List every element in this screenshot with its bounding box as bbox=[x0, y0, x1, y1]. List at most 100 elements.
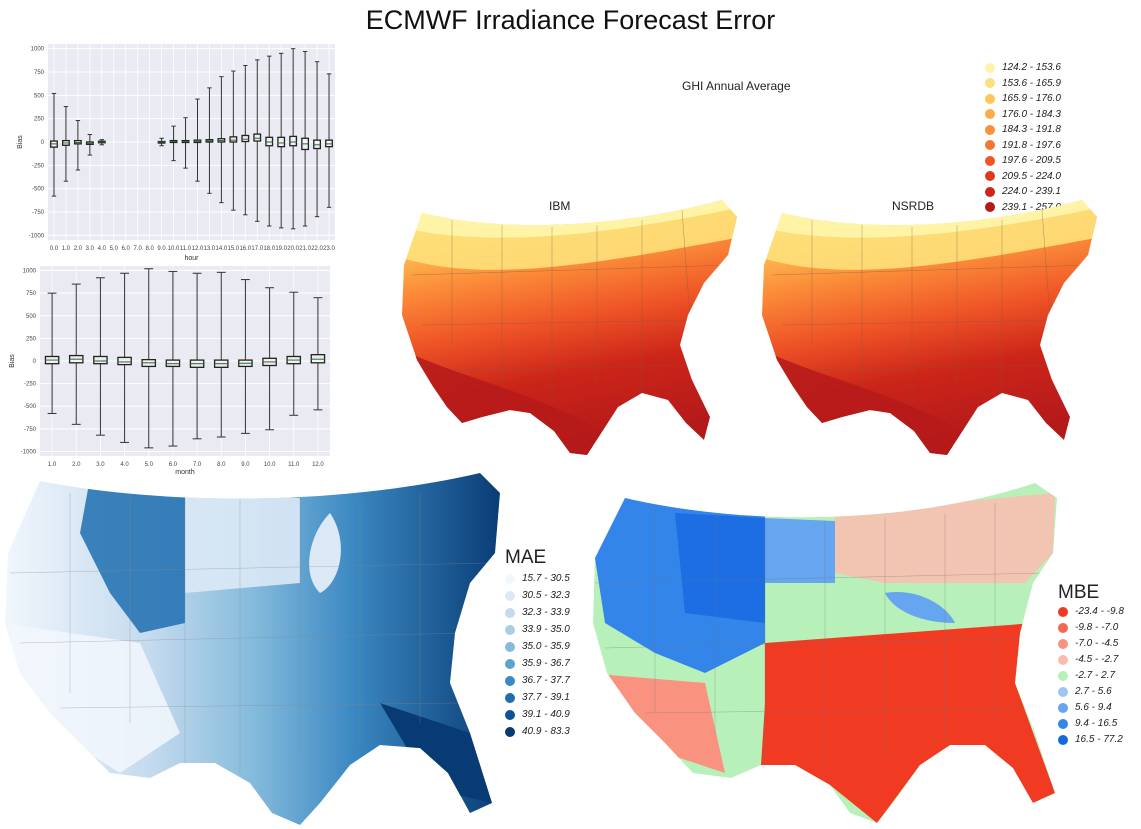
y-tick-label: -500 bbox=[32, 187, 45, 193]
x-tick-label: 12.0 bbox=[192, 246, 204, 252]
x-tick-label: 3.0 bbox=[96, 462, 105, 468]
x-tick-label: 12.0 bbox=[312, 462, 324, 468]
y-tick-label: 500 bbox=[26, 314, 37, 320]
monthly-bias-boxplot: 1000 750 500 250 0 -250 -500 -750 -1000 1.0 2.0 3.0… bbox=[9, 266, 330, 476]
legend-label: 191.8 - 197.6 bbox=[1002, 139, 1061, 151]
y-tick-label: 500 bbox=[34, 93, 45, 99]
legend-item: -7.0 - -4.5 bbox=[1058, 638, 1118, 649]
box bbox=[265, 55, 274, 227]
legend-swatch bbox=[505, 573, 515, 584]
legend-item: -2.7 - 2.7 bbox=[1058, 670, 1115, 681]
x-tick-label: 8.0 bbox=[145, 246, 154, 252]
legend-label: 209.5 - 224.0 bbox=[1002, 170, 1061, 182]
legend-item: -9.8 - -7.0 bbox=[1058, 622, 1118, 633]
y-tick-label: -750 bbox=[32, 210, 45, 216]
x-tick-label: 1.0 bbox=[62, 246, 71, 252]
nsrdb-map-label: NSRDB bbox=[892, 199, 935, 213]
legend-label: 2.7 - 5.6 bbox=[1075, 686, 1112, 697]
y-tick-label: 0 bbox=[33, 359, 37, 365]
legend-label: 37.7 - 39.1 bbox=[522, 692, 570, 703]
x-tick-label: 23.0 bbox=[323, 246, 335, 252]
y-tick-label: -250 bbox=[32, 163, 45, 169]
x-tick-label: 7.0 bbox=[134, 246, 143, 252]
box bbox=[169, 125, 178, 162]
legend-item: 2.7 - 5.6 bbox=[1058, 686, 1112, 697]
legend-item: 165.9 - 176.0 bbox=[985, 93, 1061, 104]
x-tick-label: 2.0 bbox=[72, 462, 81, 468]
box bbox=[229, 70, 238, 211]
box bbox=[286, 291, 302, 416]
legend-label: 33.9 - 35.0 bbox=[522, 624, 570, 635]
box bbox=[301, 50, 310, 227]
legend-item: 30.5 - 32.3 bbox=[505, 590, 570, 601]
legend-swatch bbox=[1058, 734, 1068, 745]
box bbox=[310, 297, 326, 411]
x-tick-label: 19.0 bbox=[275, 246, 287, 252]
legend-item: 9.4 - 16.5 bbox=[1058, 718, 1117, 729]
x-tick-label: 8.0 bbox=[217, 462, 226, 468]
legend-swatch bbox=[985, 186, 995, 197]
mae-legend-title: MAE bbox=[505, 547, 547, 568]
x-tick-label: 10.0 bbox=[168, 246, 180, 252]
legend-item: 124.2 - 153.6 bbox=[985, 62, 1061, 73]
ghi-title: GHI Annual Average bbox=[682, 79, 791, 93]
legend-swatch bbox=[985, 202, 995, 212]
x-tick-label: 22.0 bbox=[311, 246, 323, 252]
legend-item: 176.0 - 184.3 bbox=[985, 109, 1061, 120]
legend-swatch bbox=[1058, 702, 1068, 713]
x-tick-label: 4.0 bbox=[98, 246, 107, 252]
legend-item: 184.3 - 191.8 bbox=[985, 124, 1061, 135]
legend-item: 209.5 - 224.0 bbox=[985, 171, 1061, 182]
box bbox=[117, 272, 132, 443]
mae-legend: 15.7 - 30.5 30.5 - 32.3 32.3 - 33.9 33.9 - … bbox=[505, 573, 595, 743]
x-tick-label: 18.0 bbox=[263, 246, 275, 252]
legend-item: 32.3 - 33.9 bbox=[505, 607, 570, 618]
legend-label: 15.7 - 30.5 bbox=[522, 573, 570, 584]
y-axis-label: Bias bbox=[17, 135, 24, 149]
box bbox=[241, 64, 250, 216]
legend-swatch bbox=[985, 124, 995, 135]
legend-swatch bbox=[985, 171, 995, 181]
x-tick-label: 13.0 bbox=[204, 246, 216, 252]
box bbox=[213, 271, 229, 438]
x-tick-label: 6.0 bbox=[122, 246, 131, 252]
box bbox=[50, 92, 58, 197]
mbe-legend-title: MBE bbox=[1058, 582, 1100, 603]
legend-item: 37.7 - 39.1 bbox=[505, 692, 570, 703]
x-tick-label: 14.0 bbox=[216, 246, 228, 252]
x-tick-label: 4.0 bbox=[120, 462, 129, 468]
x-tick-label: 16.0 bbox=[239, 246, 251, 252]
y-tick-label: 250 bbox=[26, 336, 37, 342]
page-title: ECMWF Irradiance Forecast Error bbox=[365, 5, 776, 35]
legend-item: 16.5 - 77.2 bbox=[1058, 734, 1123, 745]
x-tick-label: 21.0 bbox=[299, 246, 311, 252]
mae-map bbox=[5, 473, 500, 825]
nsrdb-ghi-map bbox=[762, 200, 1097, 455]
legend-item: 224.0 - 239.1 bbox=[985, 186, 1061, 197]
box bbox=[93, 277, 108, 436]
legend-swatch bbox=[985, 62, 995, 73]
y-tick-label: 750 bbox=[26, 291, 37, 297]
legend-item: 39.1 - 40.9 bbox=[505, 709, 570, 720]
legend-label: -9.8 - -7.0 bbox=[1075, 622, 1119, 633]
legend-swatch bbox=[505, 692, 515, 703]
legend-label: 224.0 - 239.1 bbox=[1002, 186, 1061, 197]
box bbox=[61, 106, 70, 182]
mbe-legend: -23.4 - -9.8 -9.8 - -7.0 -7.0 - -4.5 -4.5 -… bbox=[1058, 606, 1140, 756]
legend-item: 239.1 - 257.0 bbox=[985, 202, 1061, 213]
box bbox=[189, 272, 205, 440]
legend-item: 15.7 - 30.5 bbox=[505, 573, 570, 584]
box bbox=[325, 73, 333, 208]
legend-swatch bbox=[985, 78, 995, 88]
y-tick-label: -250 bbox=[24, 382, 37, 388]
box bbox=[85, 134, 94, 156]
x-tick-label: 11.0 bbox=[288, 462, 300, 468]
x-tick-label: 9.0 bbox=[241, 462, 250, 468]
legend-swatch bbox=[1058, 686, 1068, 697]
legend-label: 32.3 - 33.9 bbox=[522, 607, 570, 618]
legend-item: -23.4 - -9.8 bbox=[1058, 606, 1124, 617]
x-axis-label: month bbox=[175, 469, 195, 476]
legend-item: -4.5 - -2.7 bbox=[1058, 654, 1118, 665]
x-tick-label: 15.0 bbox=[228, 246, 240, 252]
y-tick-label: -1000 bbox=[21, 449, 37, 455]
